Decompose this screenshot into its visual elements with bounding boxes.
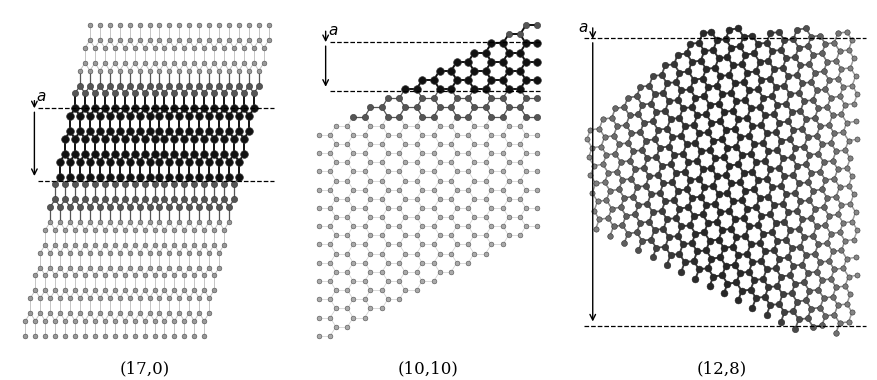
Text: (10,10): (10,10) bbox=[397, 360, 459, 377]
Text: $a$: $a$ bbox=[36, 89, 46, 105]
Text: (12,8): (12,8) bbox=[695, 360, 746, 377]
Text: (17,0): (17,0) bbox=[119, 360, 170, 377]
Text: $a$: $a$ bbox=[577, 20, 588, 35]
Text: $a$: $a$ bbox=[328, 23, 338, 38]
